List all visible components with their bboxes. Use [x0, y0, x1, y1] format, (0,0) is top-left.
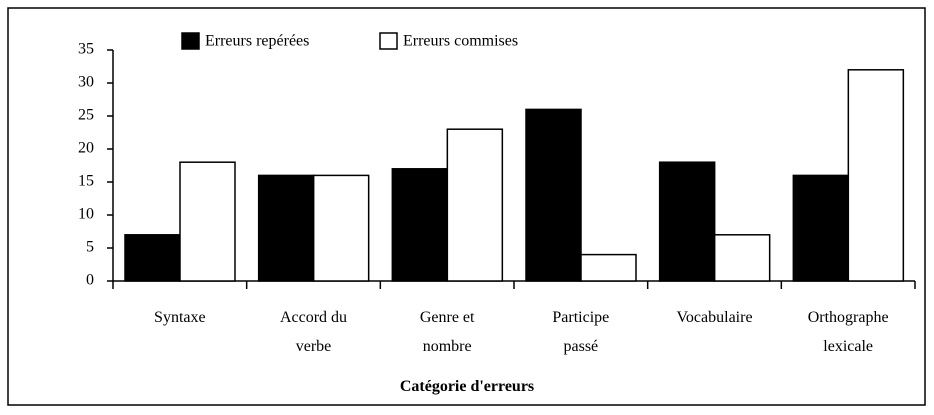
frame [7, 7, 926, 406]
y-tick-label: 30 [78, 74, 94, 91]
bar [525, 108, 582, 282]
x-tick-label: Vocabulaire [676, 309, 753, 326]
bar [847, 69, 905, 282]
bar [658, 161, 716, 282]
y-tick-label: 15 [78, 173, 94, 190]
y-tick-label: 5 [86, 239, 94, 256]
legend-label: Erreurs repérées [205, 33, 309, 50]
bar [792, 174, 850, 282]
legend-swatch [379, 32, 398, 50]
x-tick-label: Accord du verbe [279, 309, 348, 355]
bar [312, 174, 370, 282]
y-tick-label: 10 [78, 206, 94, 223]
y-tick-label: 20 [78, 140, 94, 157]
bar [391, 168, 449, 282]
x-tick-label: Syntaxe [154, 309, 206, 326]
bar [713, 234, 771, 282]
bar [257, 174, 315, 282]
y-tick-label: 25 [78, 107, 94, 124]
x-tick-label: Genre et nombre [419, 309, 475, 355]
x-tick-label: Orthographe lexicale [807, 309, 889, 355]
bar [446, 128, 504, 282]
bar [179, 161, 236, 282]
bar [580, 253, 637, 282]
legend-label: Erreurs commises [403, 33, 518, 50]
y-tick-label: 35 [78, 41, 94, 58]
legend-swatch [181, 32, 200, 50]
y-tick-label: 0 [86, 272, 94, 289]
bar [124, 234, 181, 282]
x-axis-title: Catégorie d'erreurs [399, 378, 535, 395]
x-tick-label: Participe passé [552, 309, 610, 355]
